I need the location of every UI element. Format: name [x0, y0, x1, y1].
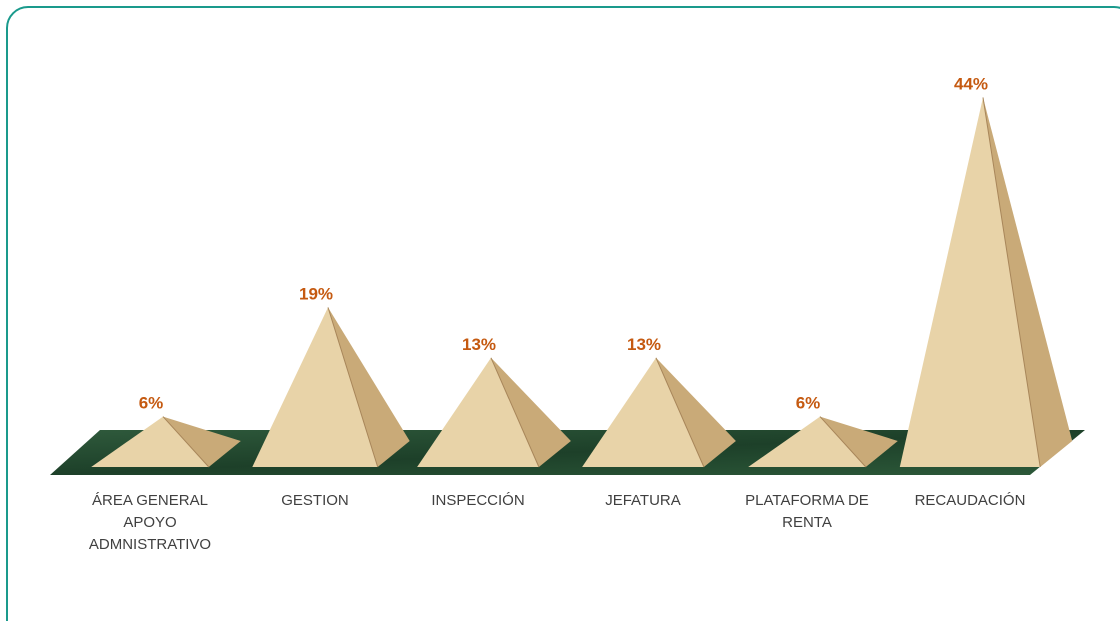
pyramid-front	[252, 307, 378, 467]
pyramid-edge	[655, 357, 705, 468]
category-label: JEFATURA	[605, 492, 681, 509]
pyramid	[899, 97, 1073, 468]
category-label: ÁREA GENERAL APOYO ADMNISTRATIVO	[88, 492, 212, 553]
pyramid-edge	[982, 97, 1041, 468]
pyramid-front	[582, 357, 704, 467]
category-label: GESTION	[281, 492, 349, 509]
pyramid	[91, 416, 241, 468]
pyramid-front	[748, 416, 866, 467]
pyramid	[252, 307, 410, 468]
value-label: 6%	[139, 394, 164, 413]
pyramid	[582, 357, 736, 468]
pyramid-side	[163, 416, 241, 467]
chart-frame	[6, 6, 1120, 621]
pyramid-side	[491, 357, 571, 467]
pyramid-side	[328, 307, 410, 467]
pyramid-edge	[819, 416, 867, 468]
value-label: 19%	[299, 284, 333, 303]
pyramid-edge	[162, 416, 210, 468]
value-label: 6%	[796, 394, 821, 413]
category-label: PLATAFORMA DE RENTA	[745, 492, 869, 531]
pyramid-side	[983, 97, 1073, 468]
category-label: INSPECCIÓN	[431, 492, 525, 509]
pyramid	[748, 416, 898, 468]
value-label: 44%	[954, 74, 988, 93]
pyramid-edge	[490, 357, 540, 468]
pyramid-front	[91, 416, 209, 467]
category-label: RECAUDACIÓN	[914, 492, 1026, 509]
pyramid-front	[899, 97, 1041, 468]
value-label: 13%	[462, 335, 496, 354]
pyramid	[417, 357, 571, 468]
pyramid-side	[820, 416, 898, 467]
pyramid-edge	[327, 307, 379, 468]
pyramid-front	[417, 357, 539, 467]
value-label: 13%	[627, 335, 661, 354]
pyramid-side	[656, 357, 736, 467]
